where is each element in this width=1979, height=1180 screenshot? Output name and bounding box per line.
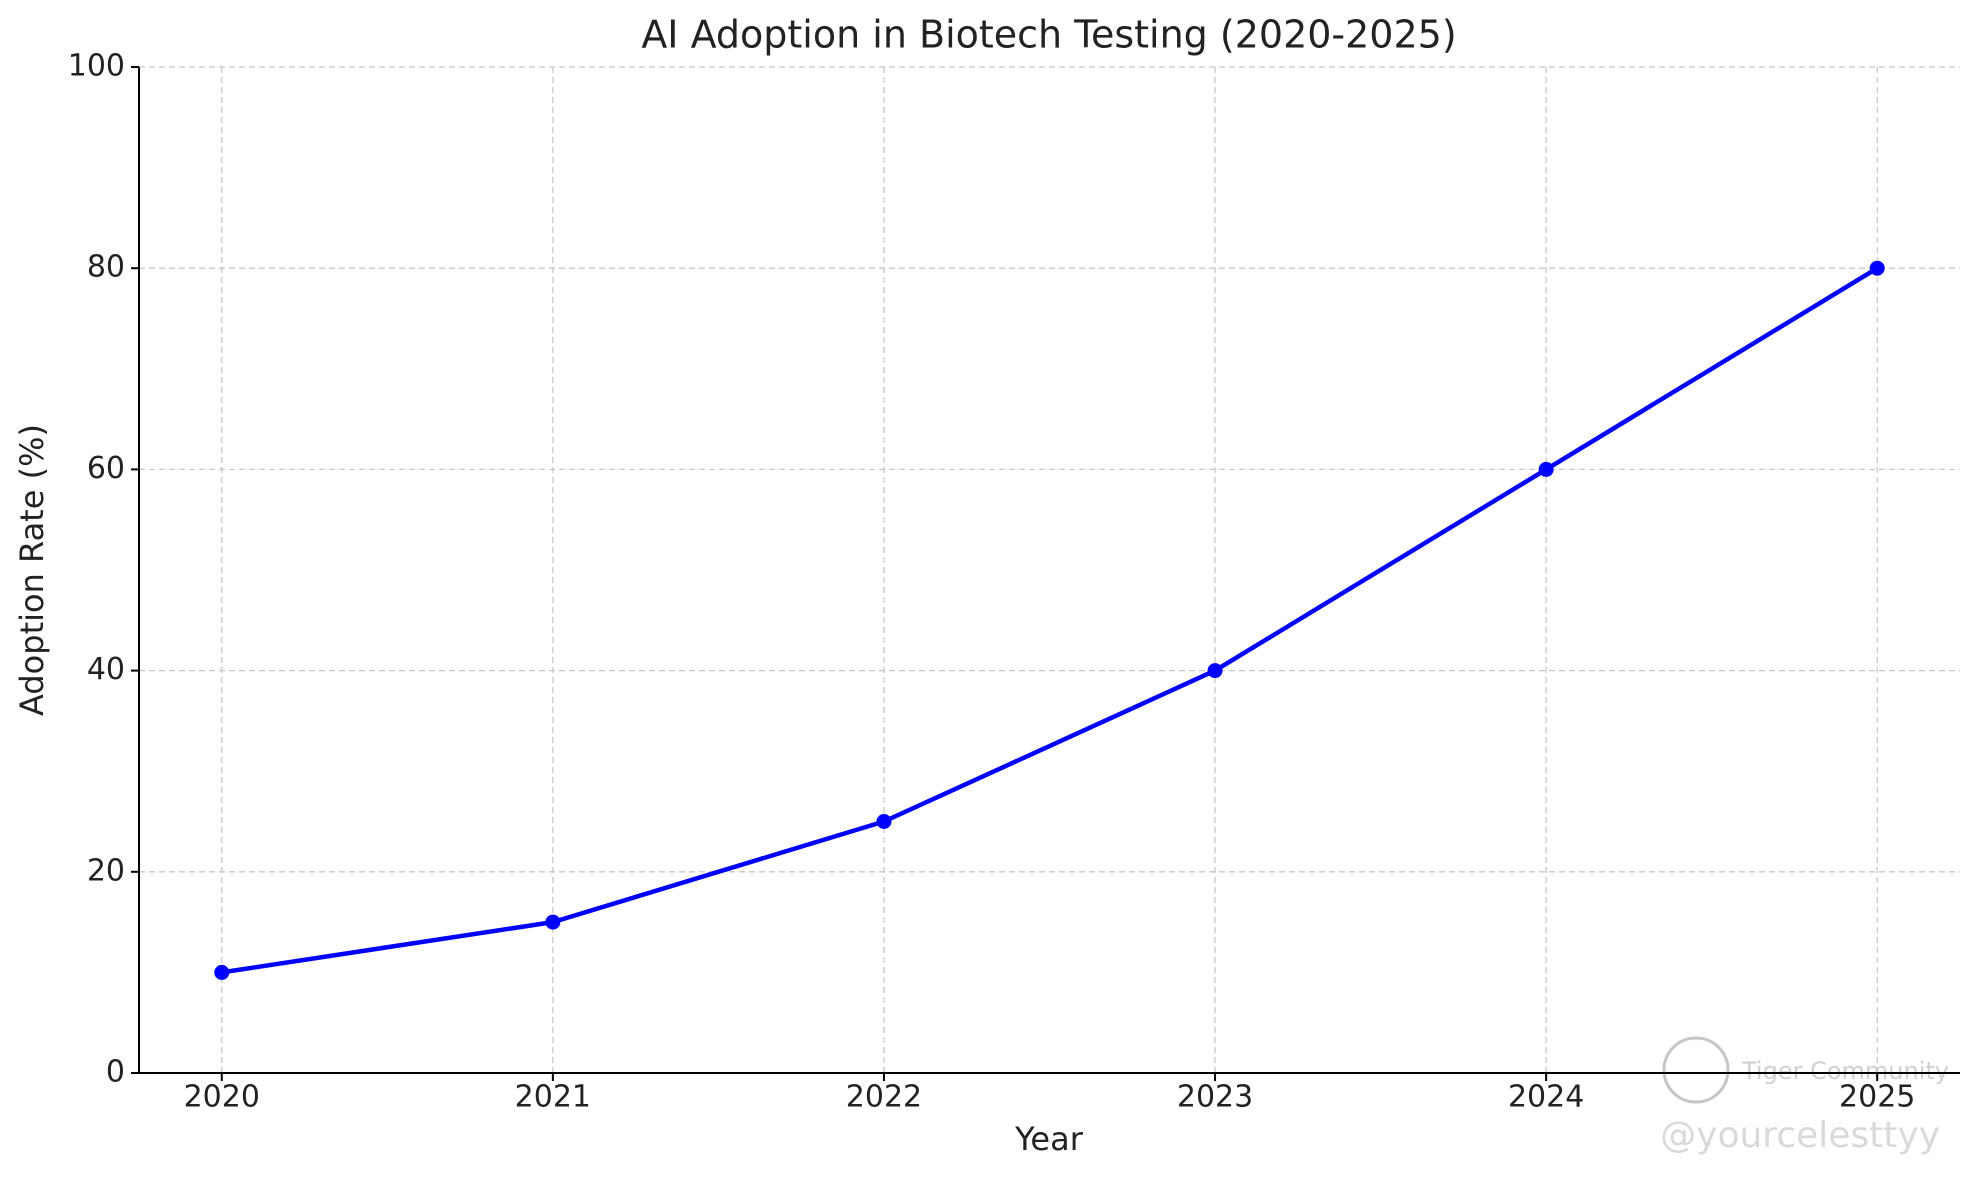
x-tick-label: 2025 (1839, 1080, 1915, 1115)
chart-title: AI Adoption in Biotech Testing (2020-202… (641, 13, 1456, 57)
watermark-handle: @yourcelesttyy (1660, 1115, 1940, 1156)
y-tick-label: 60 (87, 451, 125, 486)
point (1538, 461, 1554, 477)
series-line (221, 266, 1879, 975)
x-tick-label: 2022 (846, 1080, 922, 1115)
watermark-logo (1662, 1036, 1730, 1104)
y-tick-label: 40 (87, 652, 125, 687)
x-tick-label: 2021 (515, 1080, 591, 1115)
watermark: Tiger Community @yourcelesttyy (1660, 1036, 1949, 1156)
point (1869, 260, 1885, 276)
point (214, 964, 230, 980)
x-axis-label: Year (1014, 1120, 1084, 1158)
x-tick-label: 2020 (184, 1080, 260, 1115)
y-tick-label: 20 (87, 853, 125, 888)
y-axis-label: Adoption Rate (%) (13, 424, 51, 716)
watermark-brand: Tiger Community (1741, 1057, 1949, 1085)
y-tick-label: 80 (87, 250, 125, 285)
point (876, 814, 892, 829)
y-tick-label: 100 (68, 49, 125, 84)
point (545, 914, 561, 930)
y-tick-label: 0 (106, 1055, 125, 1090)
point (1207, 663, 1223, 679)
x-tick-label: 2023 (1177, 1080, 1253, 1115)
x-tick-label: 2024 (1508, 1080, 1584, 1115)
